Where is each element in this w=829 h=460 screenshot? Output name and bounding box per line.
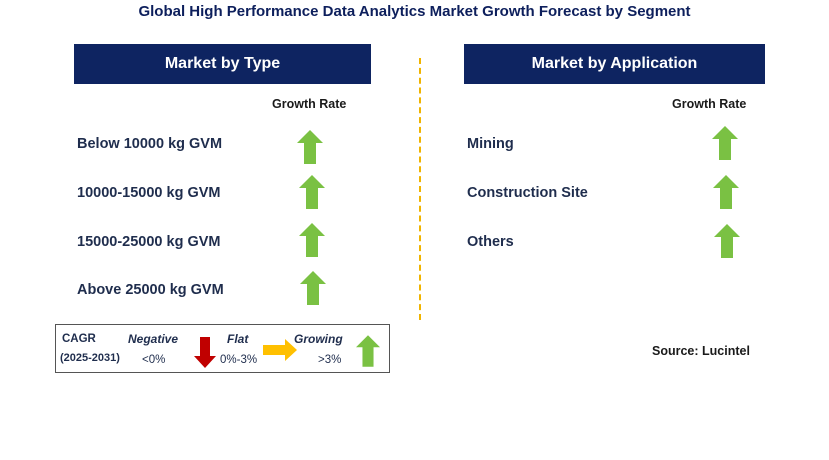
market-by-type-header: Market by Type <box>74 44 371 84</box>
type-row-label: 15000-25000 kg GVM <box>77 234 221 250</box>
legend-flat-label: Flat <box>227 332 249 346</box>
type-row-label: Above 25000 kg GVM <box>77 282 224 298</box>
application-row-label: Construction Site <box>467 185 588 201</box>
growing-arrow-icon <box>297 130 323 164</box>
growing-arrow-icon <box>300 271 326 305</box>
cagr-legend: CAGR (2025-2031) Negative <0% Flat 0%-3%… <box>55 324 390 373</box>
legend-period: (2025-2031) <box>60 352 120 364</box>
growing-arrow-icon <box>712 126 738 160</box>
source-credit: Source: Lucintel <box>652 344 750 358</box>
panel-divider <box>419 58 421 320</box>
negative-arrow-icon <box>194 337 216 368</box>
legend-negative-label: Negative <box>128 332 179 346</box>
page-title: Global High Performance Data Analytics M… <box>138 3 691 20</box>
legend-cagr-label: CAGR <box>62 333 96 345</box>
growing-arrow-icon <box>356 335 380 367</box>
legend-growing-range: >3% <box>318 354 342 366</box>
type-row-label: Below 10000 kg GVM <box>77 136 223 152</box>
growing-arrow-icon <box>713 175 739 209</box>
application-growth-rate-label: Growth Rate <box>672 97 747 111</box>
application-row-label: Others <box>467 234 514 250</box>
type-row-label: 10000-15000 kg GVM <box>77 185 221 201</box>
growing-arrow-icon <box>299 175 325 209</box>
legend-growing-label: Growing <box>294 332 343 346</box>
market-by-application-header: Market by Application <box>464 44 765 84</box>
application-row-label: Mining <box>467 136 514 152</box>
growing-arrow-icon <box>299 223 325 257</box>
flat-arrow-icon <box>263 339 297 361</box>
legend-flat-range: 0%-3% <box>220 354 258 366</box>
growing-arrow-icon <box>714 224 740 258</box>
legend-negative-range: <0% <box>142 354 166 366</box>
type-growth-rate-label: Growth Rate <box>272 97 347 111</box>
